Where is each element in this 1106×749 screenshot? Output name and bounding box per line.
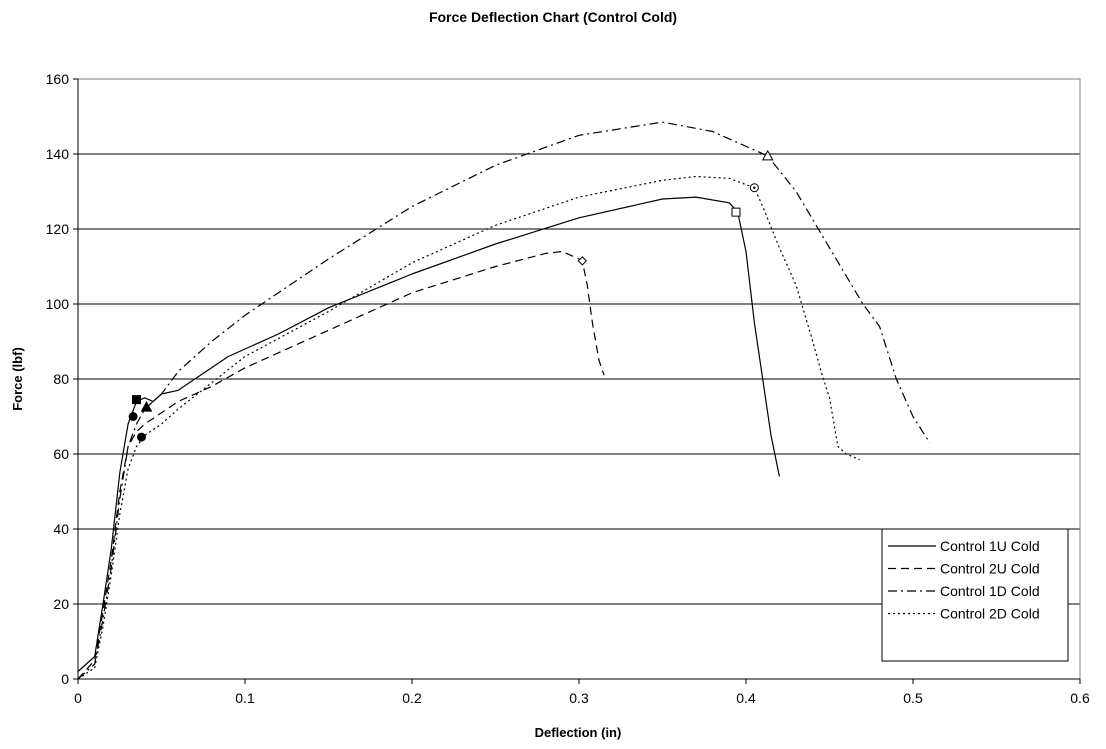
y-tick-label: 80 [53,371,69,387]
series-3-marker-1 [140,401,153,412]
x-tick-label: 0 [74,690,82,706]
y-tick-label: 140 [46,146,70,162]
y-axis-label: Force (lbf) [10,347,25,411]
y-tick-label: 0 [61,671,69,687]
y-tick-label: 40 [53,521,69,537]
x-tick-label: 0.4 [736,690,756,706]
x-tick-label: 0.1 [235,690,255,706]
series-1-marker-2 [731,207,741,217]
x-tick-label: 0.5 [903,690,923,706]
series-4-marker-2 [749,183,759,193]
series-4-marker-1 [136,432,146,442]
gridlines [78,78,1080,605]
series-line-2 [77,250,605,680]
legend-label-1: Control 1U Cold [940,538,1040,554]
series-line-3 [77,121,931,680]
legend-label-2: Control 2U Cold [940,561,1040,577]
x-tick-label: 0.2 [402,690,422,706]
y-tick-label: 100 [46,296,70,312]
x-tick-label: 0.3 [569,690,589,706]
series-1-marker-1 [131,395,141,405]
series-line-4 [77,175,860,680]
x-tick-label: 0.6 [1070,690,1090,706]
chart-title: Force Deflection Chart (Control Cold) [429,9,677,25]
y-axis: 0 20 40 60 80 100 120 140 160 [46,71,78,687]
legend-label-4: Control 2D Cold [940,606,1040,622]
series-2-marker-1 [128,412,138,421]
y-tick-label: 60 [53,446,69,462]
x-axis: 0 0.1 0.2 0.3 0.4 0.5 0.6 [74,679,1090,706]
y-tick-label: 120 [46,221,70,237]
legend: Control 1U Cold Control 2U Cold Control 1D… [881,528,1069,662]
x-axis-label: Deflection (in) [535,725,622,740]
series-line-1 [77,196,780,672]
series-layer [77,121,931,680]
series-2-marker-2 [577,256,588,266]
legend-box [881,528,1069,662]
y-tick-label: 20 [53,596,69,612]
marker-dot [753,186,756,189]
legend-label-3: Control 1D Cold [940,583,1040,599]
series-3-marker-2 [761,149,774,161]
y-tick-label: 160 [46,71,70,87]
marker-layer [128,149,774,442]
